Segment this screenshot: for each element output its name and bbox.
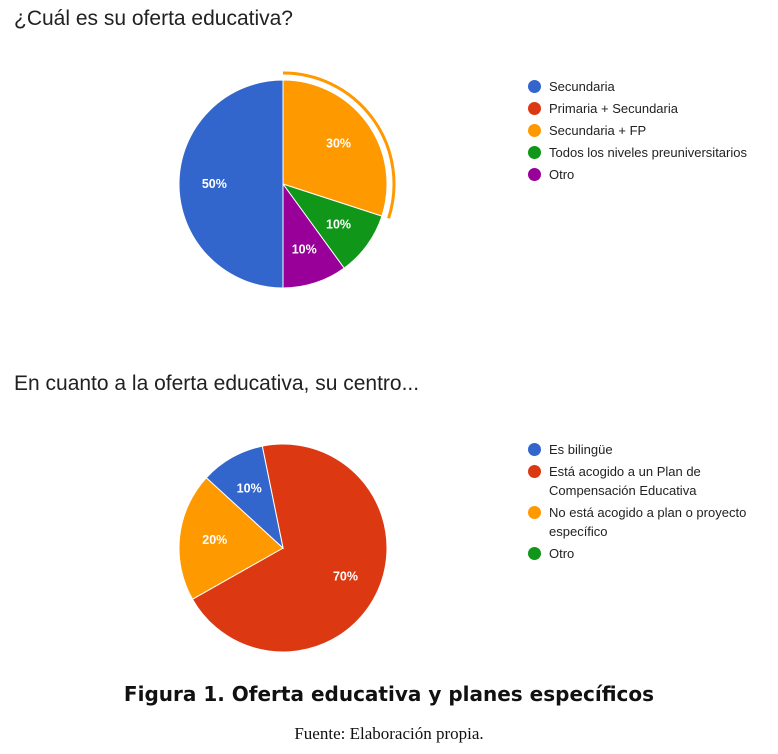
legend-swatch [528, 443, 541, 456]
legend-swatch [528, 506, 541, 519]
legend-label: Otro [549, 546, 575, 561]
chart-2: En cuanto a la oferta educativa, su cent… [0, 360, 778, 680]
chart-2-title: En cuanto a la oferta educativa, su cent… [14, 372, 420, 395]
legend-swatch [528, 102, 541, 115]
legend-swatch [528, 465, 541, 478]
legend-item-otro[interactable]: Otro [528, 165, 778, 184]
legend-label: Es bilingüe [549, 442, 613, 457]
pie-slice-label: 70% [333, 569, 358, 583]
pie-slice-highlight [282, 71, 396, 219]
legend-item-todos-los-niveles-preuniversitarios[interactable]: Todos los niveles preuniversitarios [528, 143, 778, 162]
pie-slice-label: 30% [326, 137, 351, 151]
legend-label: Otro [549, 167, 575, 182]
legend-swatch [528, 146, 541, 159]
pie-slice-label: 50% [202, 177, 227, 191]
legend-swatch [528, 124, 541, 137]
pie-slice-secundaria[interactable] [178, 79, 284, 289]
legend-item-es-bilingue[interactable]: Es bilingüe [528, 440, 774, 459]
legend-item-no-esta-acogido-a-plan-o-proyecto-especifico[interactable]: No está acogido a plan o proyecto especí… [528, 503, 774, 541]
chart-2-pie: 70% 20% 10% [178, 443, 388, 653]
pie-slice-no-esta-acogido-a-plan-o-proyecto-especifico[interactable] [178, 477, 284, 600]
chart-1: ¿Cuál es su oferta educativa? 30% 10% 10% 5… [0, 0, 778, 340]
pie-slice-es-bilingue[interactable] [205, 445, 284, 550]
chart-1-legend: Secundaria Primaria + Secundaria Secundari… [528, 77, 778, 187]
legend-swatch [528, 168, 541, 181]
figure-source: Fuente: Elaboración propia. [294, 724, 484, 743]
legend-label: Todos los niveles preuniversitarios [549, 145, 747, 160]
legend-swatch [528, 80, 541, 93]
pie-slice-label: 10% [292, 242, 317, 256]
legend-swatch [528, 547, 541, 560]
chart-2-legend: Es bilingüe Está acogido a un Plan de Com… [528, 440, 774, 566]
legend-item-primaria-secundaria[interactable]: Primaria + Secundaria [528, 99, 778, 118]
pie-slice-label: 20% [202, 533, 227, 547]
legend-label: Secundaria [549, 79, 615, 94]
legend-item-esta-acogido-a-un-plan-de-compensacion-educativa[interactable]: Está acogido a un Plan de Compensación E… [528, 462, 774, 500]
legend-label: Primaria + Secundaria [549, 101, 678, 116]
legend-label: No está acogido a plan o proyecto especí… [549, 505, 747, 539]
pie-slice-label: 10% [326, 217, 351, 231]
legend-item-secundaria[interactable]: Secundaria [528, 77, 778, 96]
legend-item-otro[interactable]: Otro [528, 544, 774, 563]
chart-1-pie: 30% 10% 10% 50% [178, 71, 396, 289]
chart-1-title: ¿Cuál es su oferta educativa? [14, 7, 293, 30]
legend-label: Está acogido a un Plan de Compensación E… [549, 464, 701, 498]
legend-item-secundaria-fp[interactable]: Secundaria + FP [528, 121, 778, 140]
pie-slice-label: 10% [237, 481, 262, 495]
pie-slice-esta-acogido-a-un-plan-de-compensacion-educativa[interactable] [191, 443, 388, 653]
legend-label: Secundaria + FP [549, 123, 647, 138]
figure-caption: Figura 1. Oferta educativa y planes espe… [123, 682, 655, 706]
pie-slice-secundaria-fp[interactable] [282, 79, 388, 217]
